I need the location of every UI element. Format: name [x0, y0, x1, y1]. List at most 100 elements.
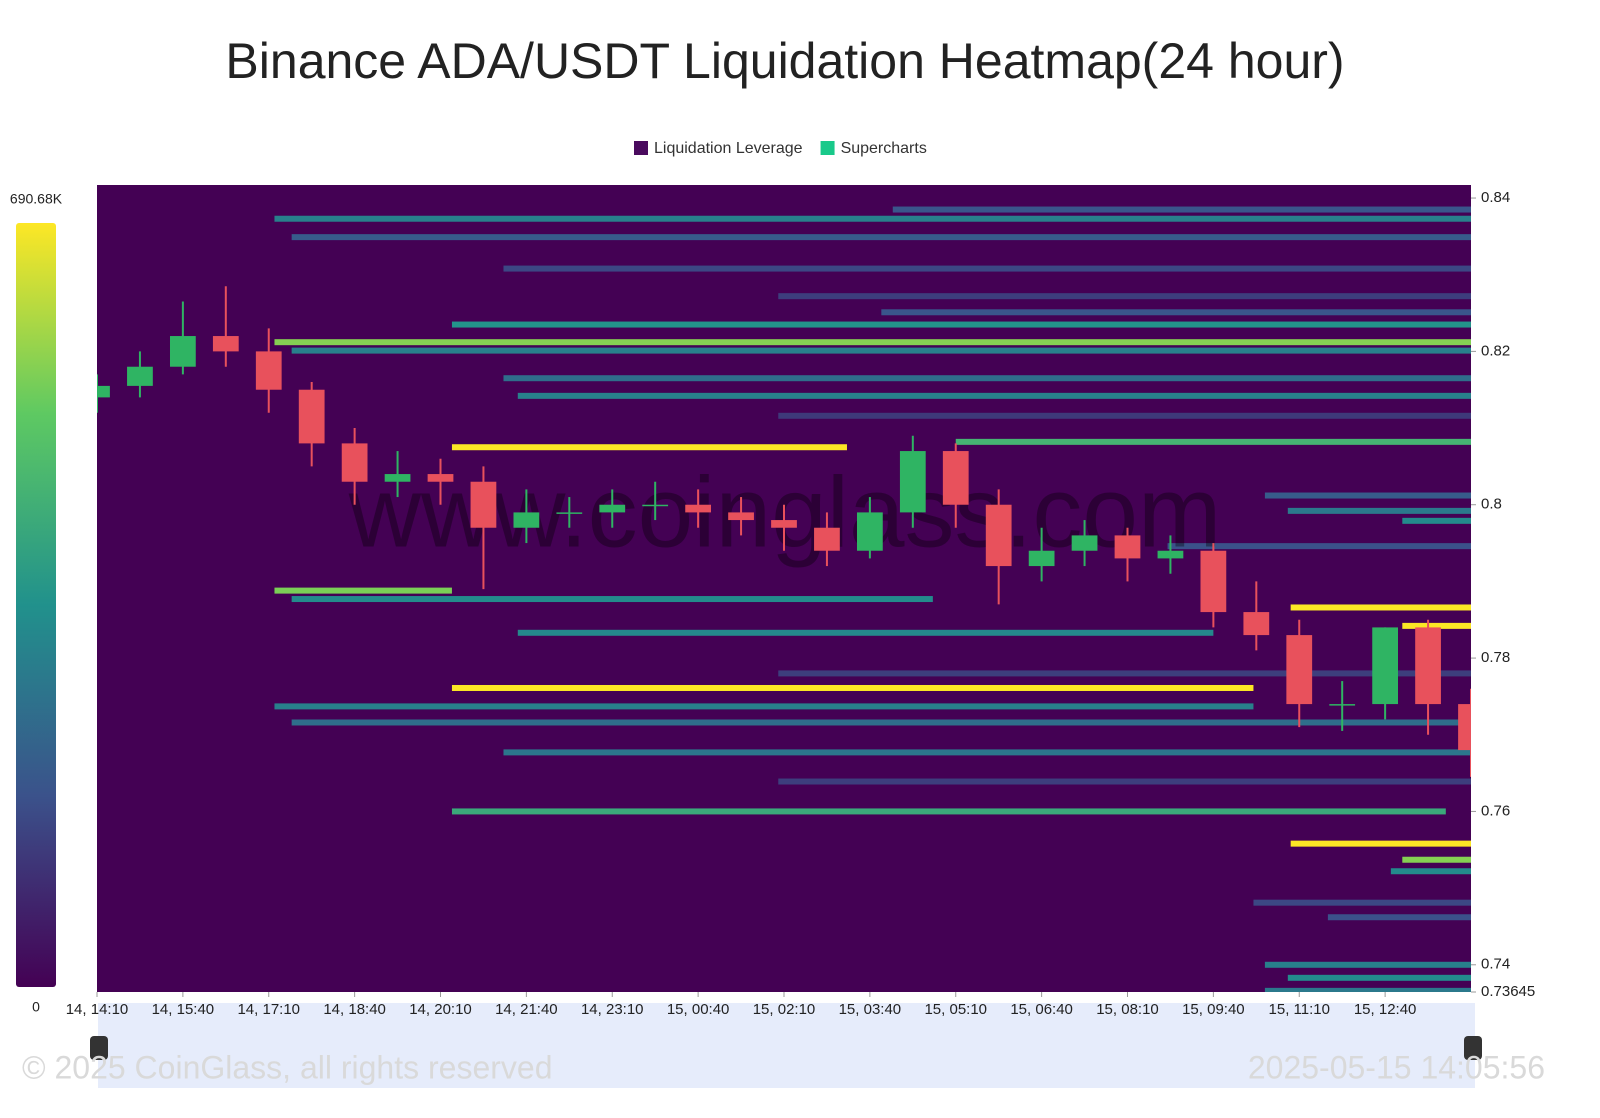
x-tick-label: 14, 15:40	[152, 1001, 215, 1018]
liquidation-band	[778, 778, 1471, 785]
x-tick-label: 14, 18:40	[323, 1001, 386, 1018]
liquidation-band	[1253, 899, 1471, 906]
y-tick-label: 0.84	[1481, 189, 1510, 206]
liquidation-band	[503, 265, 1471, 272]
x-tick-label: 14, 17:10	[237, 1001, 300, 1018]
y-tick-label: 0.76	[1481, 802, 1510, 819]
liquidation-band	[1264, 492, 1471, 499]
y-tick-label: 0.78	[1481, 649, 1510, 666]
liquidation-band	[291, 596, 933, 603]
liquidation-band	[778, 670, 1471, 677]
legend-label: Liquidation Leverage	[654, 140, 803, 157]
liquidation-band	[503, 749, 1471, 756]
liquidation-band	[1287, 974, 1471, 981]
timestamp: 2025-05-15 14:05:56	[1248, 1049, 1545, 1085]
colorbar	[16, 223, 56, 987]
navigator-handle[interactable]	[1464, 1036, 1482, 1060]
candle-body	[1458, 704, 1471, 751]
candle-body	[1071, 535, 1098, 551]
x-tick-label: 14, 20:10	[409, 1001, 472, 1018]
liquidation-band	[778, 412, 1471, 419]
liquidation-band	[274, 703, 1254, 710]
x-tick-label: 14, 21:40	[495, 1001, 558, 1018]
candle-body	[255, 351, 282, 390]
liquidation-band	[1290, 604, 1471, 611]
candle-body	[427, 474, 454, 482]
candle-body	[513, 512, 540, 528]
legend-swatch	[820, 141, 835, 155]
navigator-handle[interactable]	[90, 1036, 108, 1060]
liquidation-band	[451, 321, 1471, 328]
candle-body	[127, 366, 153, 386]
candle-body	[985, 504, 1012, 567]
candle-body	[771, 520, 797, 528]
candle-body	[814, 527, 840, 551]
liquidation-band	[274, 215, 1471, 222]
colorbar-label: 0	[32, 999, 40, 1015]
candle-body	[556, 512, 583, 514]
x-tick-label: 14, 23:10	[581, 1001, 644, 1018]
candle-body	[1286, 635, 1313, 705]
liquidation-band	[1402, 856, 1471, 863]
liquidation-band	[517, 629, 1214, 636]
y-tick-label: 0.74	[1481, 956, 1510, 973]
legend-swatch	[634, 141, 648, 155]
candle-body	[212, 336, 239, 352]
x-tick-label: 14, 14:10	[66, 1001, 129, 1018]
liquidation-band	[291, 719, 1471, 726]
candle-body	[1028, 550, 1055, 567]
x-tick-label: 15, 08:10	[1096, 1001, 1159, 1018]
liquidation-band	[1290, 840, 1471, 847]
liquidation-band	[955, 438, 1471, 445]
candle-body	[728, 512, 754, 521]
candle-body	[298, 389, 325, 444]
liquidation-band	[1287, 507, 1471, 514]
candle-body	[685, 504, 712, 513]
liquidation-band	[451, 684, 1254, 691]
liquidation-band	[451, 444, 847, 451]
liquidation-band	[274, 587, 452, 594]
liquidation-band	[1264, 987, 1471, 992]
liquidation-band	[1167, 543, 1471, 550]
candle-body	[599, 504, 626, 513]
x-tick-label: 15, 11:10	[1269, 1001, 1330, 1018]
liquidation-band	[1390, 868, 1471, 875]
candle-body	[1114, 535, 1141, 559]
candle-body	[899, 451, 926, 513]
liquidation-band	[892, 206, 1471, 213]
x-tick-label: 15, 02:10	[753, 1001, 816, 1018]
navigator	[98, 1003, 1475, 1088]
copyright: © 2025 CoinGlass, all rights reserved	[22, 1049, 552, 1085]
liquidation-band	[517, 392, 1471, 399]
liquidation-band	[778, 293, 1471, 300]
candle-body	[341, 443, 368, 482]
colorbar-label: 690.68K	[10, 191, 63, 207]
candle-body	[1243, 612, 1270, 636]
liquidation-band	[291, 234, 1471, 241]
y-tick-label: 0.82	[1481, 342, 1510, 359]
candle-body	[384, 474, 411, 482]
candle-body	[97, 385, 110, 398]
candle-body	[169, 336, 196, 367]
liquidation-band	[291, 347, 1471, 354]
candle-body	[856, 512, 883, 551]
chart-title: Binance ADA/USDT Liquidation Heatmap(24 …	[225, 33, 1344, 89]
y-tick-label: 0.73645	[1481, 983, 1535, 1000]
candle-body	[1415, 627, 1441, 705]
x-tick-label: 15, 05:10	[924, 1001, 987, 1018]
liquidation-band	[451, 808, 1446, 815]
liquidation-band	[881, 309, 1471, 316]
liquidation-band	[274, 339, 1471, 346]
y-tick-label: 0.8	[1481, 496, 1502, 513]
liquidation-band	[503, 375, 1471, 382]
liquidation-band	[1402, 517, 1471, 524]
x-tick-label: 15, 00:40	[667, 1001, 730, 1018]
candle-body	[942, 451, 969, 505]
plot-area: www.coinglass.com	[97, 185, 1471, 992]
liquidation-band	[1402, 622, 1471, 629]
x-tick-label: 15, 06:40	[1010, 1001, 1073, 1018]
candle-body	[1157, 550, 1184, 559]
candle-body	[1372, 627, 1399, 705]
